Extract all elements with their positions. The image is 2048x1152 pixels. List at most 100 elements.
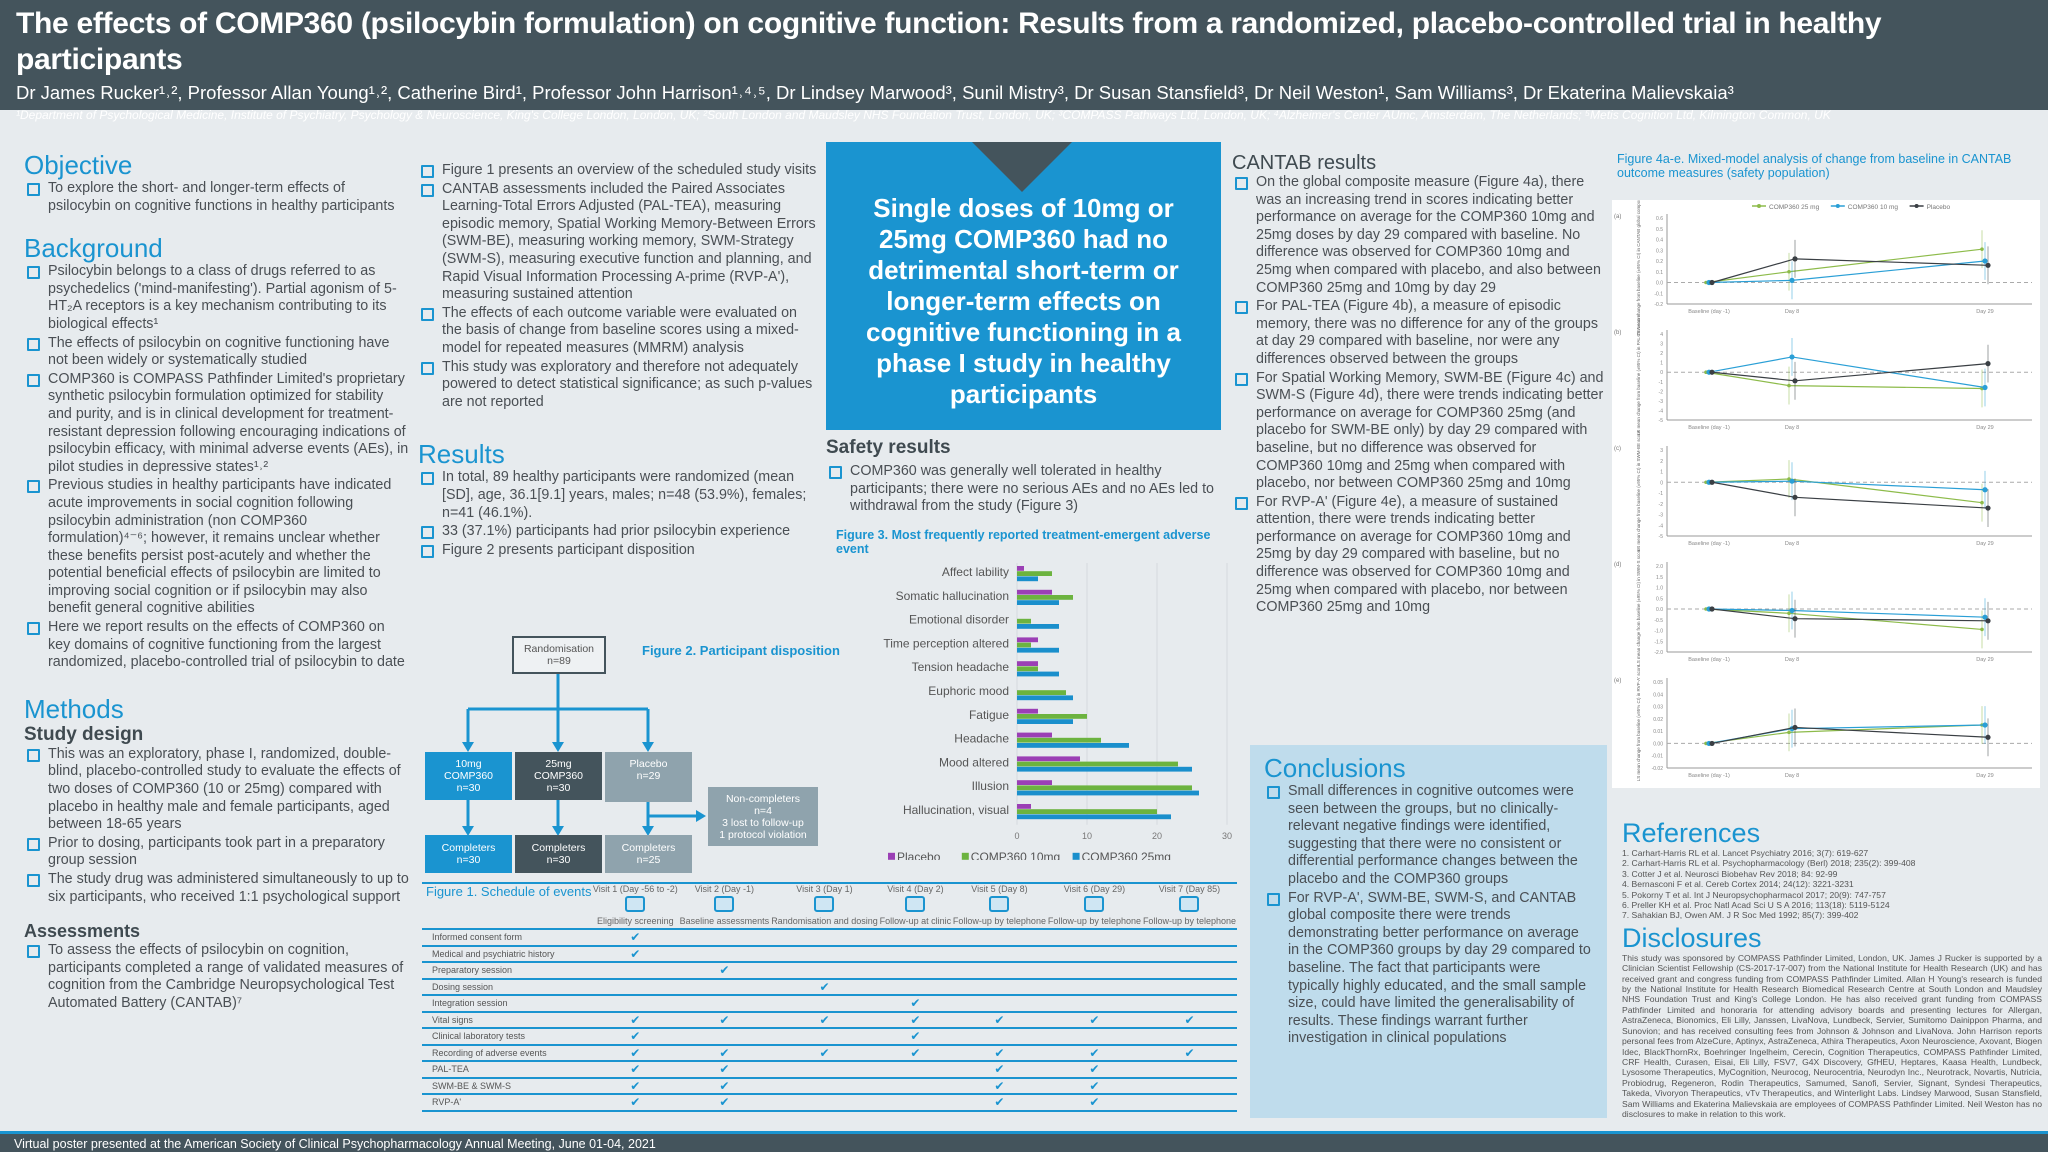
bullet-item: Psilocybin belongs to a class of drugs r… <box>24 263 409 333</box>
x-tick-label: Day 29 <box>1976 657 1993 663</box>
arm-10mg-box: 10mg COMP360 n=30 <box>425 752 512 800</box>
bullet-item: Small differences in cognitive outcomes … <box>1264 783 1593 889</box>
figure-1-title: Figure 1. Schedule of events <box>426 884 592 899</box>
visit-name: Visit 4 (Day 2) <box>887 884 944 894</box>
bar-comp360-25mg <box>1017 576 1038 582</box>
reference-item: 5. Pokorny T et al. Int J Neuropsychopha… <box>1622 889 1886 900</box>
x-tick-label: 10 <box>1082 831 1092 841</box>
bullet-item: For RVP-A', SWM-BE, SWM-S, and CANTAB gl… <box>1264 890 1593 1048</box>
schedule-row-label: Dosing session <box>422 978 592 996</box>
y-axis-label: LS mean change from baseline (±95% CI) i… <box>1636 664 1641 781</box>
bullet-item: For Spatial Working Memory, SWM-BE (Figu… <box>1232 370 1604 493</box>
key-message-box: Single doses of 10mg or 25mg COMP360 had… <box>826 142 1221 430</box>
category-label: Euphoric mood <box>928 684 1009 698</box>
empty-cell <box>1046 1028 1142 1046</box>
bar-comp360-25mg <box>1017 766 1192 772</box>
check-icon: ✔ <box>1046 1011 1142 1029</box>
bar-placebo <box>1017 566 1024 571</box>
data-point <box>1792 616 1798 622</box>
phone-icon <box>1179 896 1200 912</box>
check-icon: ✔ <box>951 1094 1047 1112</box>
figure-3-bar-chart: 0 10 20 30 Affect lability Somatic hallucinat… <box>883 563 1232 860</box>
empty-cell <box>1141 1077 1237 1095</box>
legend-label: COMP360 25 mg <box>1769 204 1820 211</box>
arm-placebo-box: Placebo n=29 <box>605 752 692 802</box>
x-tick-label: Baseline (day -1) <box>1688 425 1730 431</box>
check-icon: ✔ <box>592 1011 679 1029</box>
reference-item: 7. Sahakian BJ, Owen AM. J R Soc Med 199… <box>1622 910 1859 921</box>
schedule-row-label: Vital signs <box>422 1011 592 1029</box>
schedule-row: Informed consent form ✔ <box>422 929 1237 947</box>
bar-placebo <box>1017 637 1038 643</box>
bullet-item: To assess the effects of psilocybin on c… <box>24 942 409 1012</box>
empty-cell <box>951 978 1047 996</box>
check-icon: ✔ <box>592 929 679 947</box>
disclosures-text: This study was sponsored by COMPASS Path… <box>1622 952 2042 1119</box>
data-point <box>1792 378 1798 384</box>
x-tick-label: Day 8 <box>1785 541 1799 547</box>
box-label: Completers <box>531 842 586 854</box>
y-tick-label: -1 <box>1659 491 1664 497</box>
bar-placebo <box>1017 661 1038 666</box>
legend-label: COMP360 10mg <box>971 850 1060 860</box>
box-label: Non-completers <box>725 792 801 805</box>
completers-25mg-box: Completers n=30 <box>515 835 602 873</box>
y-tick-label: 0 <box>1660 480 1663 486</box>
data-point <box>1709 369 1715 375</box>
schedule-row: Recording of adverse events ✔ ✔ ✔ ✔ ✔ ✔ ✔ <box>422 1044 1237 1062</box>
check-icon: ✔ <box>951 1011 1047 1029</box>
x-tick-label: Baseline (day -1) <box>1688 773 1730 779</box>
visit-column-header: Visit 6 (Day 29) Follow-up by telephone <box>1046 884 1142 930</box>
bar-comp360-10mg <box>1017 809 1157 814</box>
bullet-item: Figure 2 presents participant dispositio… <box>418 542 818 560</box>
visit-name: Visit 6 (Day 29) <box>1063 884 1126 894</box>
phone-icon <box>1084 896 1105 912</box>
visit-label: Follow-up by telephone <box>952 916 1046 926</box>
y-tick-label: 0.5 <box>1656 227 1663 233</box>
bar-comp360-10mg <box>1017 666 1038 672</box>
check-icon: ✔ <box>678 962 771 980</box>
series-line-placebo <box>1711 726 1989 745</box>
bar-placebo <box>1017 804 1031 809</box>
x-tick-label: Baseline (day -1) <box>1688 541 1730 547</box>
y-tick-label: 0.3 <box>1656 248 1663 254</box>
schedule-table: Figure 1. Schedule of events Visit 1 (Day… <box>422 884 1237 1112</box>
bullet-item: To explore the short- and longer-term ef… <box>24 180 409 215</box>
empty-cell <box>951 962 1047 980</box>
bar-comp360-10mg <box>1017 785 1192 791</box>
check-icon: ✔ <box>878 1044 952 1062</box>
authors: Dr James Rucker¹˒², Professor Allan Youn… <box>16 82 1734 103</box>
y-tick-label: 0.4 <box>1656 238 1663 244</box>
data-point <box>1792 256 1798 262</box>
footer: Virtual poster presented at the American… <box>0 1131 2048 1152</box>
check-icon: ✔ <box>592 1094 679 1112</box>
legend-label: COMP360 25mg <box>1082 850 1171 860</box>
data-point <box>1980 627 1984 632</box>
category-label: Somatic hallucination <box>896 589 1009 603</box>
legend-marker <box>1914 204 1919 208</box>
empty-cell <box>951 945 1047 963</box>
data-point <box>1982 258 1988 264</box>
data-point <box>1985 361 1991 367</box>
category-label: Illusion <box>972 779 1009 793</box>
empty-cell <box>1141 1028 1237 1046</box>
data-point <box>1709 740 1715 747</box>
background-heading: Background <box>24 233 163 264</box>
bullet-item: Figure 1 presents an overview of the sch… <box>418 162 818 180</box>
bar-comp360-25mg <box>1017 814 1171 820</box>
data-point <box>1789 607 1795 614</box>
schedule-row: SWM-BE & SWM-S ✔ ✔ ✔ ✔ <box>422 1077 1237 1095</box>
bar-placebo <box>1017 780 1052 785</box>
bar-placebo <box>1017 732 1052 738</box>
bullet-item: Here we report results on the effects of… <box>24 619 409 672</box>
figure-2-title: Figure 2. Participant disposition <box>642 643 840 658</box>
category-label: Hallucination, visual <box>903 803 1009 817</box>
empty-cell <box>951 929 1047 947</box>
check-icon: ✔ <box>770 1011 879 1029</box>
data-point <box>1982 614 1988 620</box>
empty-cell <box>592 962 679 980</box>
y-tick-label: 1.5 <box>1656 575 1663 581</box>
check-icon: ✔ <box>770 978 879 996</box>
bar-placebo <box>1017 708 1038 714</box>
data-point <box>1709 479 1715 485</box>
